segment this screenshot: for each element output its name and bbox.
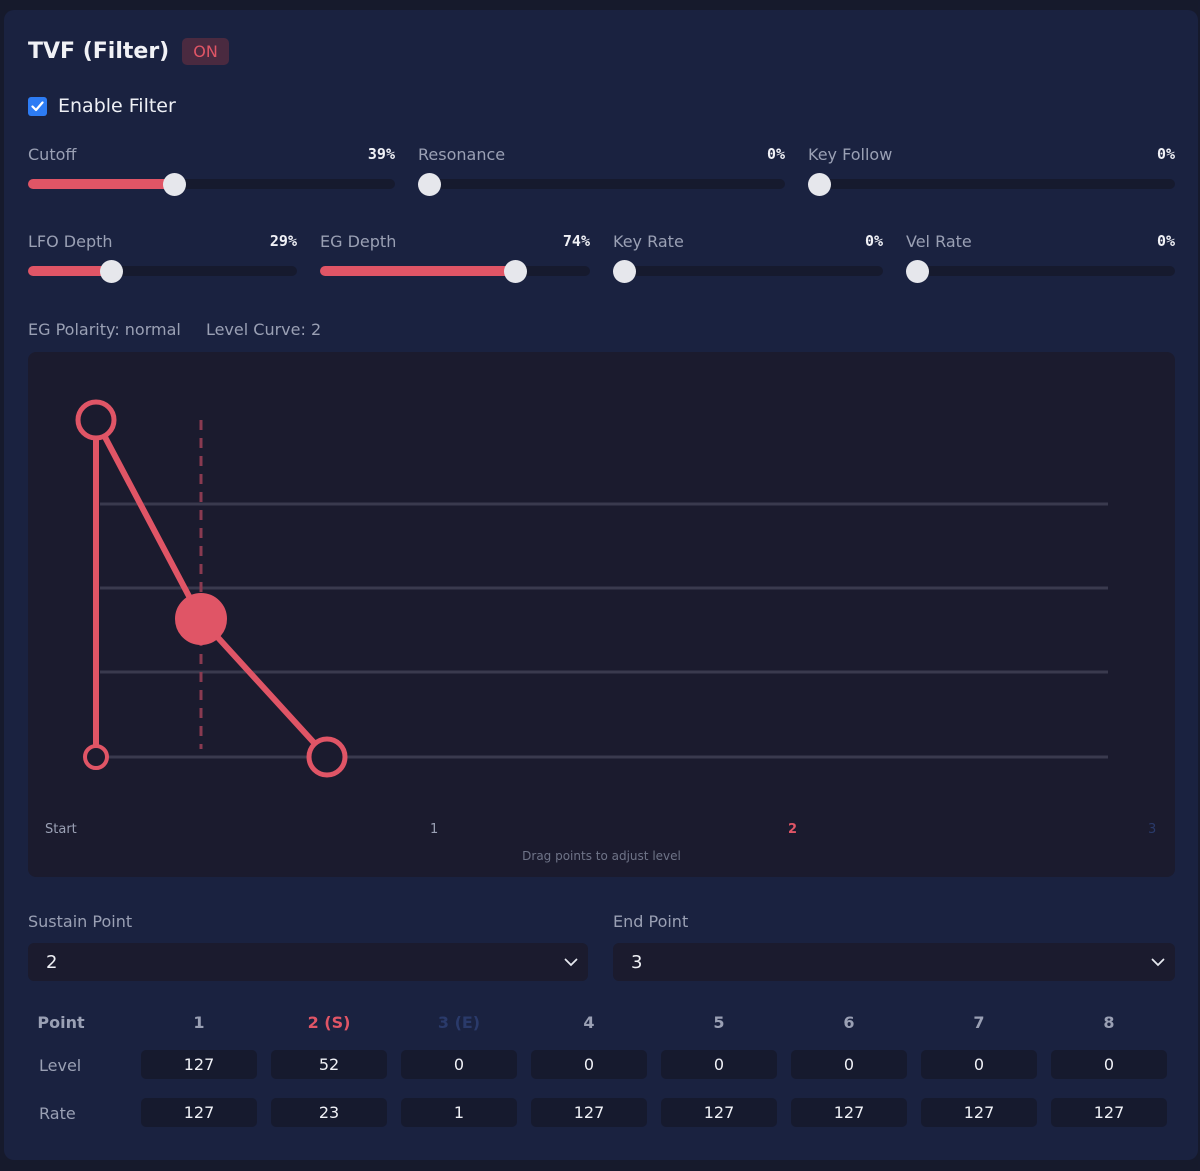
chevron-down-icon [564, 958, 578, 966]
rate-input[interactable]: 1 [401, 1098, 517, 1127]
x-label-3: 3 [1148, 822, 1157, 837]
slider-thumb[interactable] [906, 260, 929, 283]
level-input[interactable]: 0 [791, 1050, 907, 1079]
slider-value: 0% [1156, 232, 1175, 250]
slider-fill [28, 179, 172, 189]
rate-input[interactable]: 127 [141, 1098, 257, 1127]
slider-vel-rate[interactable]: Vel Rate 0% [906, 232, 1175, 283]
slider-cutoff[interactable]: Cutoff 39% [28, 145, 395, 196]
envelope-point-1[interactable] [75, 399, 117, 441]
slider-label: Key Follow [808, 145, 893, 164]
level-input[interactable]: 0 [531, 1050, 647, 1079]
row-label-level: Level [39, 1056, 82, 1075]
envelope-point-3-end[interactable] [306, 736, 348, 778]
x-label-start: Start [45, 822, 77, 837]
table-header-col: 8 [1103, 1013, 1115, 1032]
slider-track[interactable] [320, 260, 590, 283]
slider-key-follow[interactable]: Key Follow 0% [808, 145, 1175, 196]
slider-lfo-depth[interactable]: LFO Depth 29% [28, 232, 297, 283]
table-header-col: 5 [713, 1013, 725, 1032]
graph-hint: Drag points to adjust level [522, 849, 681, 863]
sustain-point-label: Sustain Point [28, 912, 133, 931]
slider-thumb[interactable] [162, 173, 186, 196]
slider-thumb[interactable] [503, 260, 527, 283]
slider-track[interactable] [28, 173, 395, 196]
slider-thumb[interactable] [99, 260, 123, 283]
table-header-col: 6 [843, 1013, 855, 1032]
panel-title: TVF (Filter) [28, 39, 170, 64]
end-point-value: 3 [631, 951, 643, 973]
level-input[interactable]: 0 [401, 1050, 517, 1079]
envelope-graph[interactable]: Start 1 2 3 Drag points to adjust level [28, 352, 1175, 877]
slider-value: 29% [269, 232, 297, 250]
slider-value: 0% [1156, 145, 1175, 163]
slider-value: 0% [766, 145, 785, 163]
table-header-col: 3 (E) [437, 1013, 481, 1032]
status-badge: ON [182, 38, 229, 65]
slider-track[interactable] [28, 260, 297, 283]
envelope-point-start[interactable] [83, 744, 109, 770]
points-table: Point 1 2 (S) 3 (E) 4 5 6 7 8 Level 127 … [28, 1003, 1175, 1143]
sustain-point-select[interactable]: 2 [28, 943, 588, 981]
rate-input[interactable]: 23 [271, 1098, 387, 1127]
rate-input[interactable]: 127 [661, 1098, 777, 1127]
table-header-col: 7 [973, 1013, 985, 1032]
envelope-line [93, 417, 330, 760]
table-header-col: 2 (S) [307, 1013, 351, 1032]
slider-fill [320, 266, 520, 276]
envelope-svg[interactable] [28, 352, 1175, 877]
slider-value: 74% [562, 232, 590, 250]
slider-label: Cutoff [28, 145, 77, 164]
slider-eg-depth[interactable]: EG Depth 74% [320, 232, 590, 283]
chevron-down-icon [1151, 958, 1165, 966]
table-header-col: 4 [583, 1013, 595, 1032]
level-input[interactable]: 0 [1051, 1050, 1167, 1079]
end-point-select[interactable]: 3 [613, 943, 1175, 981]
slider-label: EG Depth [320, 232, 397, 251]
slider-thumb[interactable] [613, 260, 636, 283]
x-label-1: 1 [430, 822, 439, 837]
enable-filter-control[interactable]: Enable Filter [28, 95, 176, 117]
slider-track[interactable] [418, 173, 785, 196]
eg-info: EG Polarity: normal Level Curve: 2 [28, 320, 341, 339]
x-label-2: 2 [788, 822, 798, 837]
table-header-point: Point [37, 1013, 85, 1032]
slider-label: Key Rate [613, 232, 684, 251]
slider-track[interactable] [808, 173, 1175, 196]
rate-input[interactable]: 127 [791, 1098, 907, 1127]
table-header-col: 1 [193, 1013, 205, 1032]
slider-resonance[interactable]: Resonance 0% [418, 145, 785, 196]
slider-value: 39% [367, 145, 395, 163]
slider-value: 0% [864, 232, 883, 250]
rate-input[interactable]: 127 [921, 1098, 1037, 1127]
slider-fill [28, 266, 106, 276]
envelope-point-2-sustain[interactable] [175, 593, 227, 646]
rate-input[interactable]: 127 [531, 1098, 647, 1127]
level-input[interactable]: 0 [661, 1050, 777, 1079]
panel-header: TVF (Filter) ON [28, 38, 229, 65]
slider-thumb[interactable] [808, 173, 831, 196]
eg-polarity: EG Polarity: normal [28, 320, 181, 339]
end-point-label: End Point [613, 912, 689, 931]
enable-filter-checkbox[interactable] [28, 96, 47, 116]
slider-thumb[interactable] [418, 173, 441, 196]
sustain-point-value: 2 [46, 951, 58, 973]
slider-track[interactable] [906, 260, 1175, 283]
slider-track[interactable] [613, 260, 883, 283]
level-input[interactable]: 127 [141, 1050, 257, 1079]
level-input[interactable]: 0 [921, 1050, 1037, 1079]
level-input[interactable]: 52 [271, 1050, 387, 1079]
slider-label: Vel Rate [906, 232, 972, 251]
rate-input[interactable]: 127 [1051, 1098, 1167, 1127]
row-label-rate: Rate [39, 1104, 76, 1123]
slider-label: Resonance [418, 145, 506, 164]
level-curve: Level Curve: 2 [205, 320, 322, 339]
slider-key-rate[interactable]: Key Rate 0% [613, 232, 883, 283]
enable-filter-label: Enable Filter [58, 95, 176, 117]
check-icon [31, 100, 44, 111]
slider-label: LFO Depth [28, 232, 113, 251]
